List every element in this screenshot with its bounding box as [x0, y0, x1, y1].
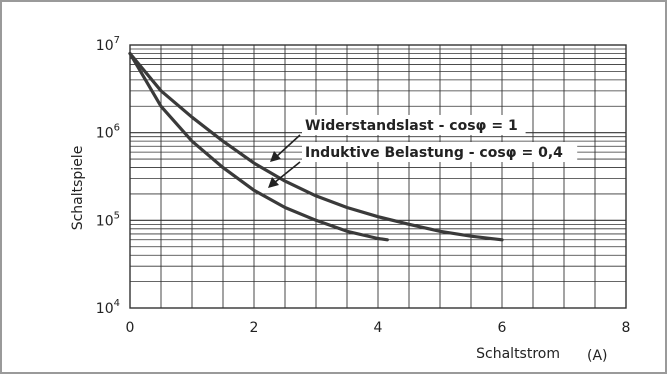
- y-tick-exponent: 6: [114, 123, 120, 134]
- annotation-label-1: Widerstandslast - cosφ = 1: [305, 118, 518, 134]
- annotation-label-2: Induktive Belastung - cosφ = 0,4: [305, 145, 563, 161]
- y-tick-exponent: 5: [114, 210, 120, 221]
- x-axis-label: Schaltstrom: [476, 346, 560, 362]
- annotation-background: [302, 142, 578, 162]
- y-tick-label: 106: [96, 123, 120, 142]
- annotation-background: [302, 115, 526, 135]
- y-tick-label: 107: [96, 35, 120, 54]
- annotation-arrow-shaft: [273, 161, 301, 184]
- x-tick-labels: 0 2 4 6 8: [126, 320, 631, 336]
- plot-border: [129, 44, 627, 309]
- y-tick-base: 10: [96, 301, 114, 317]
- x-tick-label: 2: [250, 320, 259, 336]
- x-axis-unit: (A): [587, 348, 608, 364]
- y-tick-label: 104: [96, 298, 120, 317]
- x-tick-label: 6: [498, 320, 507, 336]
- annotations: Widerstandslast - cosφ = 1 Induktive Bela…: [268, 115, 578, 188]
- annotation-arrow-shaft: [275, 134, 301, 158]
- y-tick-base: 10: [96, 213, 114, 229]
- series-line-2: [128, 51, 389, 242]
- grid: [130, 45, 626, 308]
- plot-area-border: [129, 44, 627, 309]
- y-tick-label: 105: [96, 210, 120, 229]
- y-tick-exponent: 7: [114, 35, 120, 46]
- y-tick-base: 10: [96, 126, 114, 142]
- series-lines: [128, 51, 504, 242]
- x-tick-label: 4: [374, 320, 383, 336]
- x-tick-label: 0: [126, 320, 135, 336]
- y-tick-base: 10: [96, 38, 114, 54]
- y-tick-exponent: 4: [114, 298, 120, 309]
- series-line-1: [128, 51, 504, 242]
- annotation-arrow-head: [270, 151, 281, 162]
- annotation-arrow-head: [268, 177, 279, 188]
- y-axis-label: Schaltspiele: [70, 146, 86, 231]
- x-tick-label: 8: [622, 320, 631, 336]
